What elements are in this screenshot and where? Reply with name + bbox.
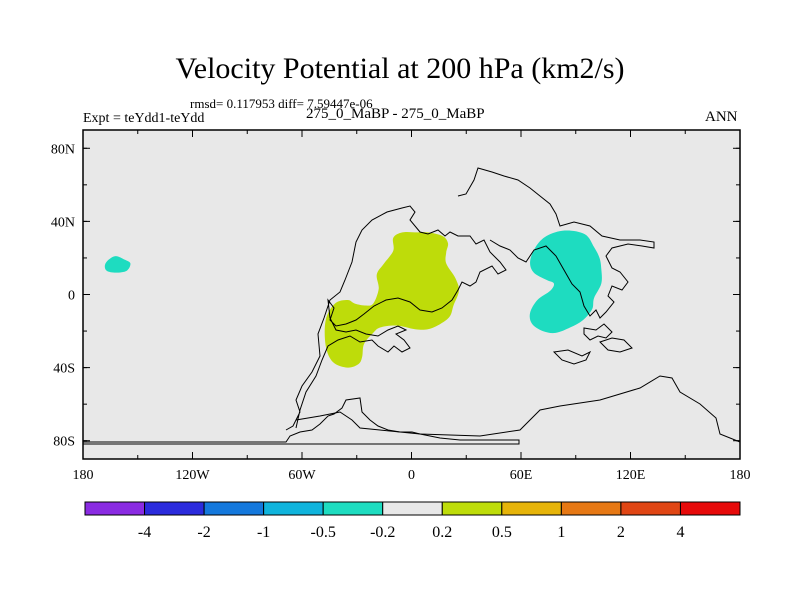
y-tick-label: 80N [51, 142, 75, 157]
axis-tick-labels: 180 120W 60W 0 60E 120E 180 80N 40N 0 40S 80S [51, 142, 751, 483]
colorbar-swatch [501, 501, 562, 516]
colorbar-swatch [203, 501, 265, 516]
y-tick-label: 40S [53, 362, 75, 377]
coastline-antarctica [83, 397, 520, 445]
colorbar-label: -2 [197, 524, 210, 541]
colorbar-swatch [620, 501, 681, 516]
colorbar-swatch [322, 501, 384, 516]
colorbar-label: -0.5 [311, 524, 336, 541]
coastline-new-guinea [599, 337, 633, 353]
coastline-southern-rim [295, 375, 741, 443]
x-tick-label: 180 [73, 468, 94, 483]
colorbar-swatch [679, 501, 741, 516]
x-tick-label: 0 [408, 468, 415, 483]
contour-regions [104, 230, 602, 368]
experiment-label: Expt = teYdd1-teYdd [83, 111, 205, 126]
colorbar-label: -0.2 [370, 524, 395, 541]
region-cyan-asia [529, 230, 602, 334]
colorbar-swatch [560, 501, 622, 516]
stats-label: rmsd= 0.117953 diff= 7.59447e-06 [190, 96, 373, 111]
colorbar-label: 1 [557, 524, 565, 541]
colorbar-label: -4 [138, 524, 151, 541]
x-tick-label: 60W [288, 468, 316, 483]
x-tick-label: 60E [510, 468, 533, 483]
y-tick-label: 0 [68, 289, 75, 304]
colorbar-label: 0.5 [492, 524, 512, 541]
chart-title: Velocity Potential at 200 hPa (km2/s) [175, 52, 625, 85]
coastlines [83, 167, 741, 445]
colorbar-swatch [382, 501, 443, 516]
x-tick-label: 120W [175, 468, 210, 483]
colorbar-label: 0.2 [432, 524, 452, 541]
region-green-atlantic [324, 231, 459, 368]
coastline-maritime-continent [583, 323, 613, 341]
x-tick-label: 120E [616, 468, 646, 483]
cases-label: 275_0_MaBP - 275_0_MaBP [306, 106, 485, 122]
axis-ticks [82, 130, 741, 459]
colorbar-swatch [84, 501, 146, 516]
colorbar-swatch [263, 501, 324, 516]
y-tick-label: 40N [51, 215, 75, 230]
coastline-eurasia [457, 167, 655, 319]
y-tick-label: 80S [53, 435, 75, 450]
colorbar: -4 -2 -1 -0.5 -0.2 0.2 0.5 1 2 4 [84, 501, 741, 541]
colorbar-label: 2 [617, 524, 625, 541]
x-tick-label: 180 [730, 468, 751, 483]
colorbar-swatch [144, 501, 205, 516]
coastline-australia [552, 349, 592, 365]
region-cyan-west-pacific [104, 256, 131, 273]
colorbar-label: 4 [676, 524, 684, 541]
season-label: ANN [705, 109, 738, 125]
colorbar-swatch [441, 501, 503, 516]
coastline-americas [285, 205, 507, 431]
colorbar-label: -1 [257, 524, 270, 541]
